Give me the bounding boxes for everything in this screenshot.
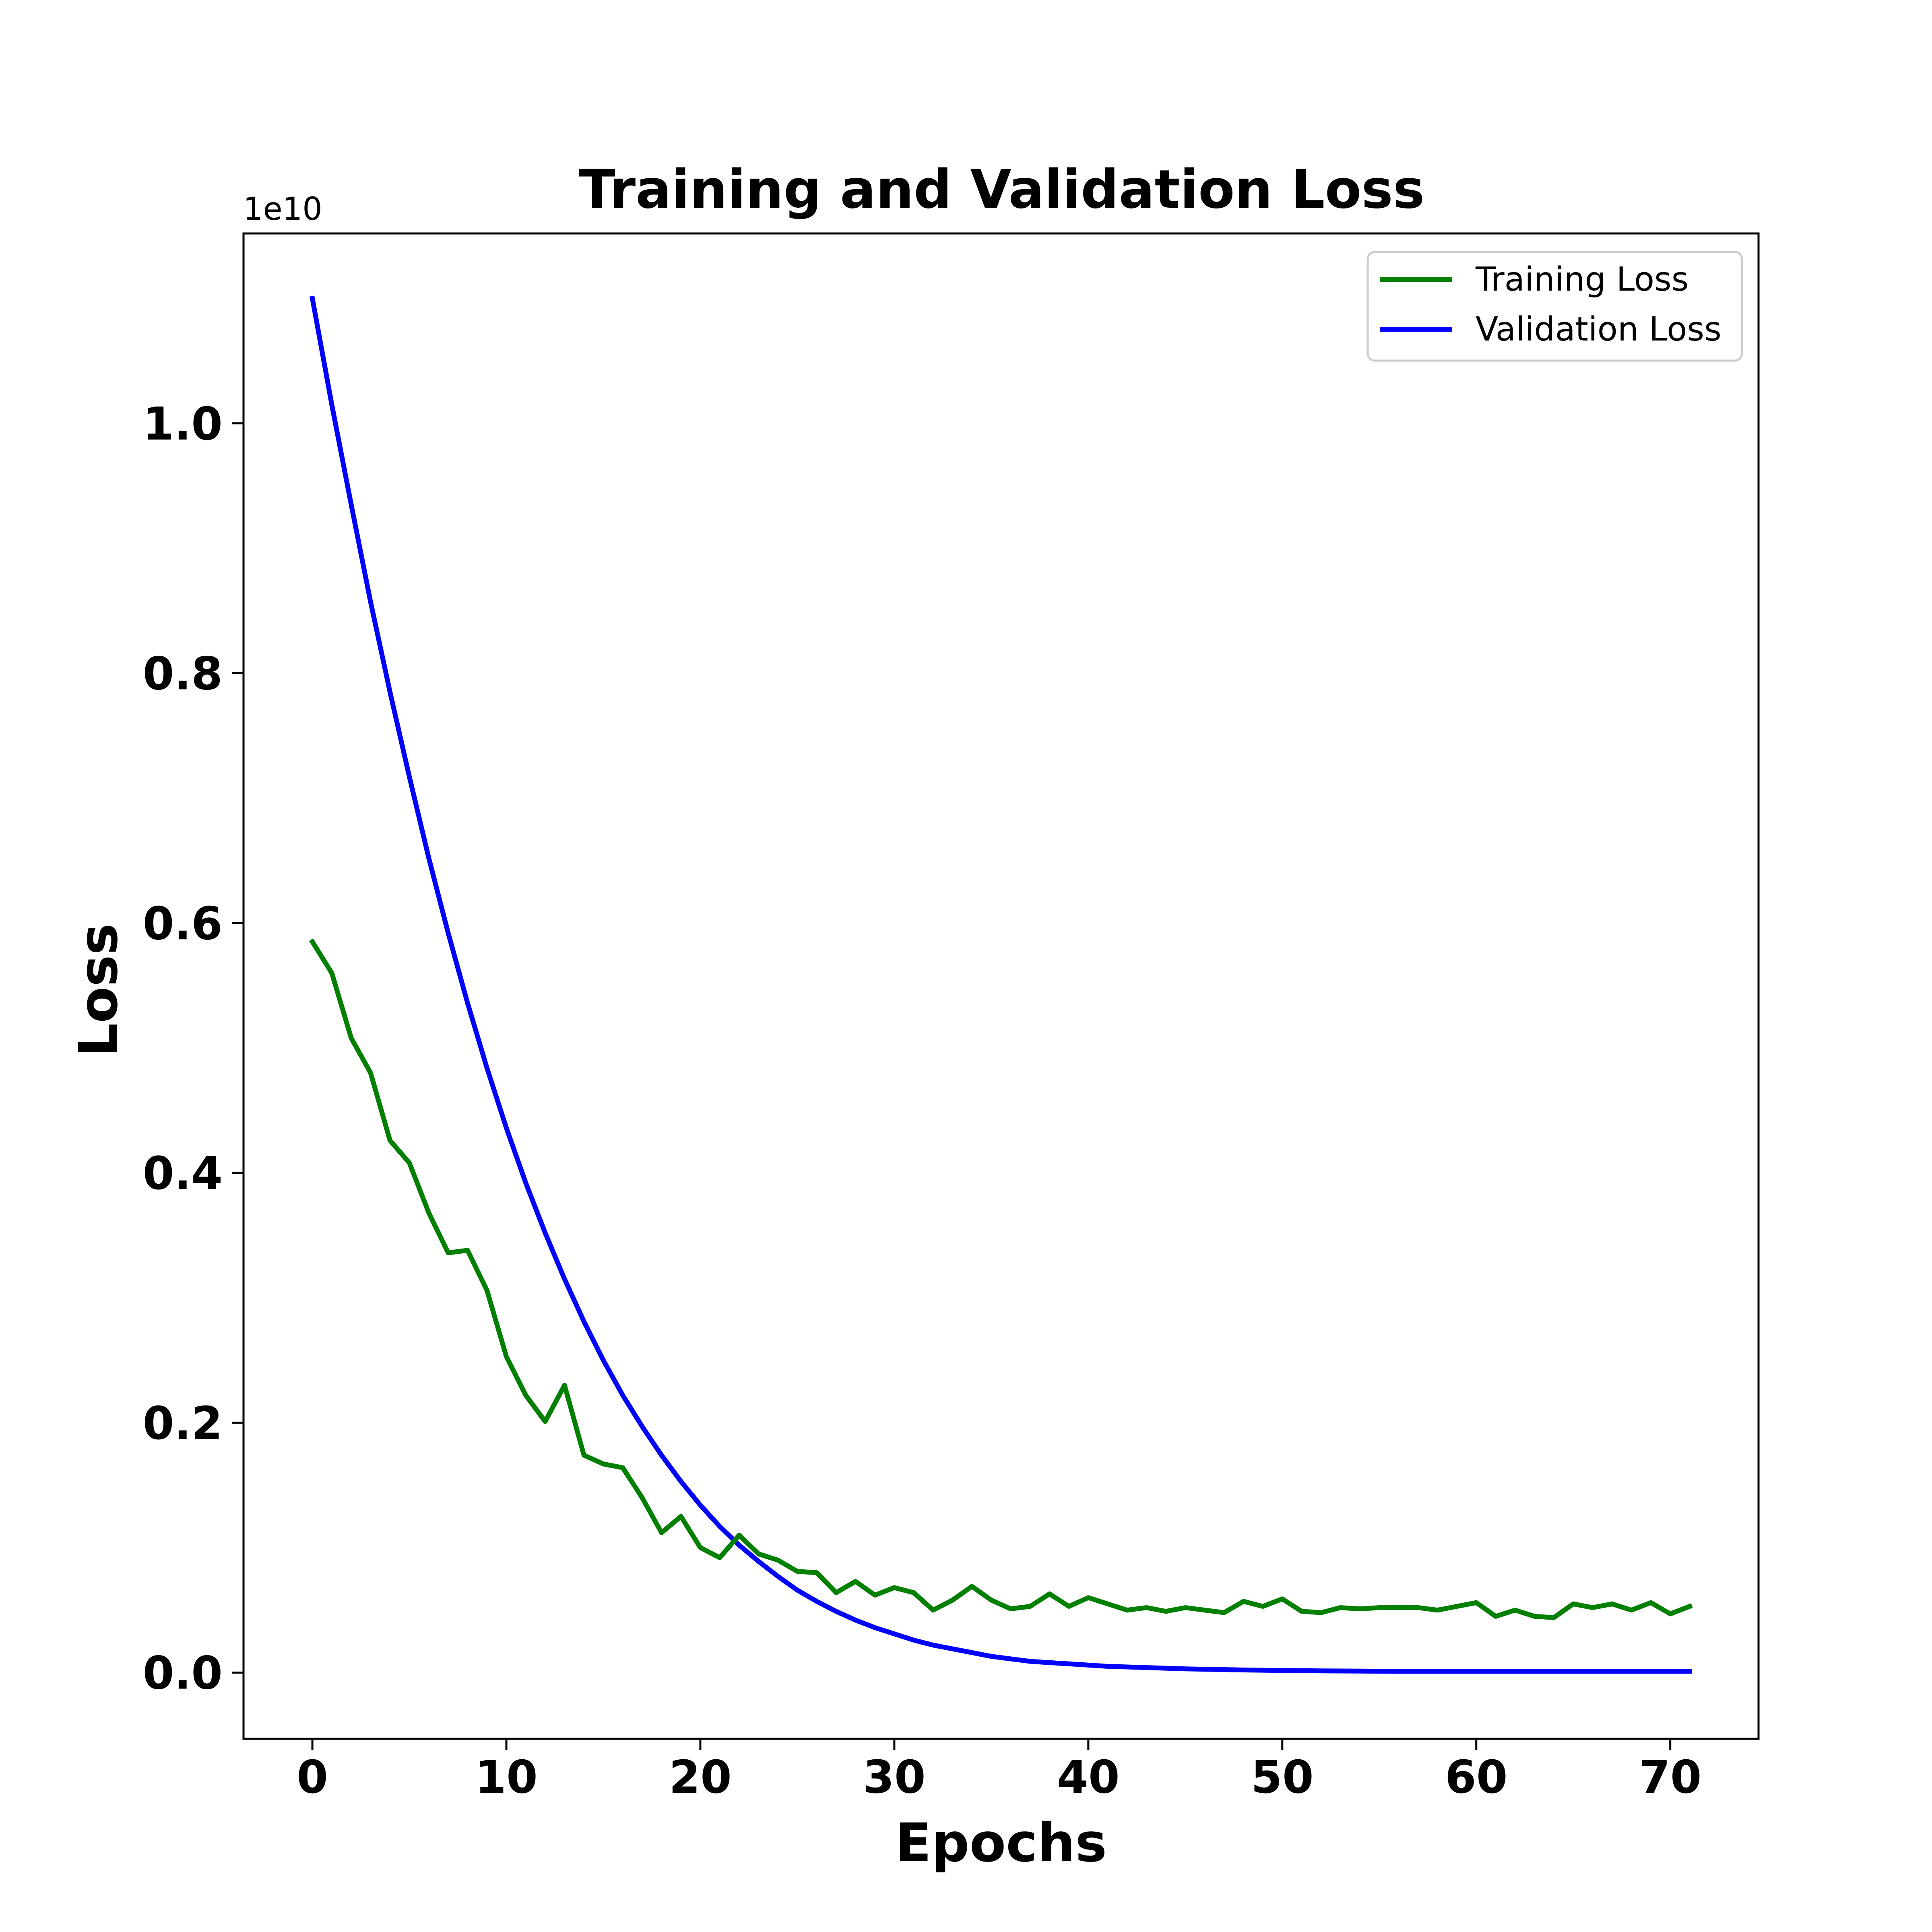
legend-box xyxy=(1366,251,1743,362)
x-tick-label: 40 xyxy=(1057,1751,1120,1804)
validation-loss-line xyxy=(310,295,1692,1674)
chart-title: Training and Validation Loss xyxy=(579,159,1424,221)
x-tick-label: 50 xyxy=(1251,1751,1314,1804)
y-tick-label: 0.0 xyxy=(143,1647,223,1700)
x-tick-label: 70 xyxy=(1639,1751,1702,1804)
y-tick-label: 1.0 xyxy=(143,398,223,450)
training-loss-line xyxy=(309,938,1693,1620)
x-axis: 0 10 20 30 40 50 60 70 xyxy=(297,1739,1702,1804)
y-tick-label: 0.4 xyxy=(143,1148,223,1200)
x-tick-label: 10 xyxy=(475,1751,538,1804)
x-tick-label: 60 xyxy=(1445,1751,1508,1804)
plot-frame xyxy=(242,232,1760,1740)
legend-label-validation: Validation Loss xyxy=(1476,310,1721,349)
x-tick-label: 0 xyxy=(297,1751,328,1804)
x-tick-label: 30 xyxy=(863,1751,926,1804)
y-tick-label: 0.6 xyxy=(143,898,223,950)
y-axis: 0.0 0.2 0.4 0.6 0.8 1.0 xyxy=(143,398,244,1700)
legend-label-training: Training Loss xyxy=(1475,260,1688,299)
y-tick-label: 0.8 xyxy=(143,648,223,700)
x-axis-label: Epochs xyxy=(895,1812,1107,1874)
y-axis-label: Loss xyxy=(68,923,130,1057)
legend: Training Loss Validation Loss xyxy=(1366,251,1743,362)
y-tick-label: 0.2 xyxy=(143,1397,223,1450)
x-tick-label: 20 xyxy=(669,1751,732,1804)
plot-area xyxy=(309,295,1693,1674)
y-offset-label: 1e10 xyxy=(243,191,322,227)
